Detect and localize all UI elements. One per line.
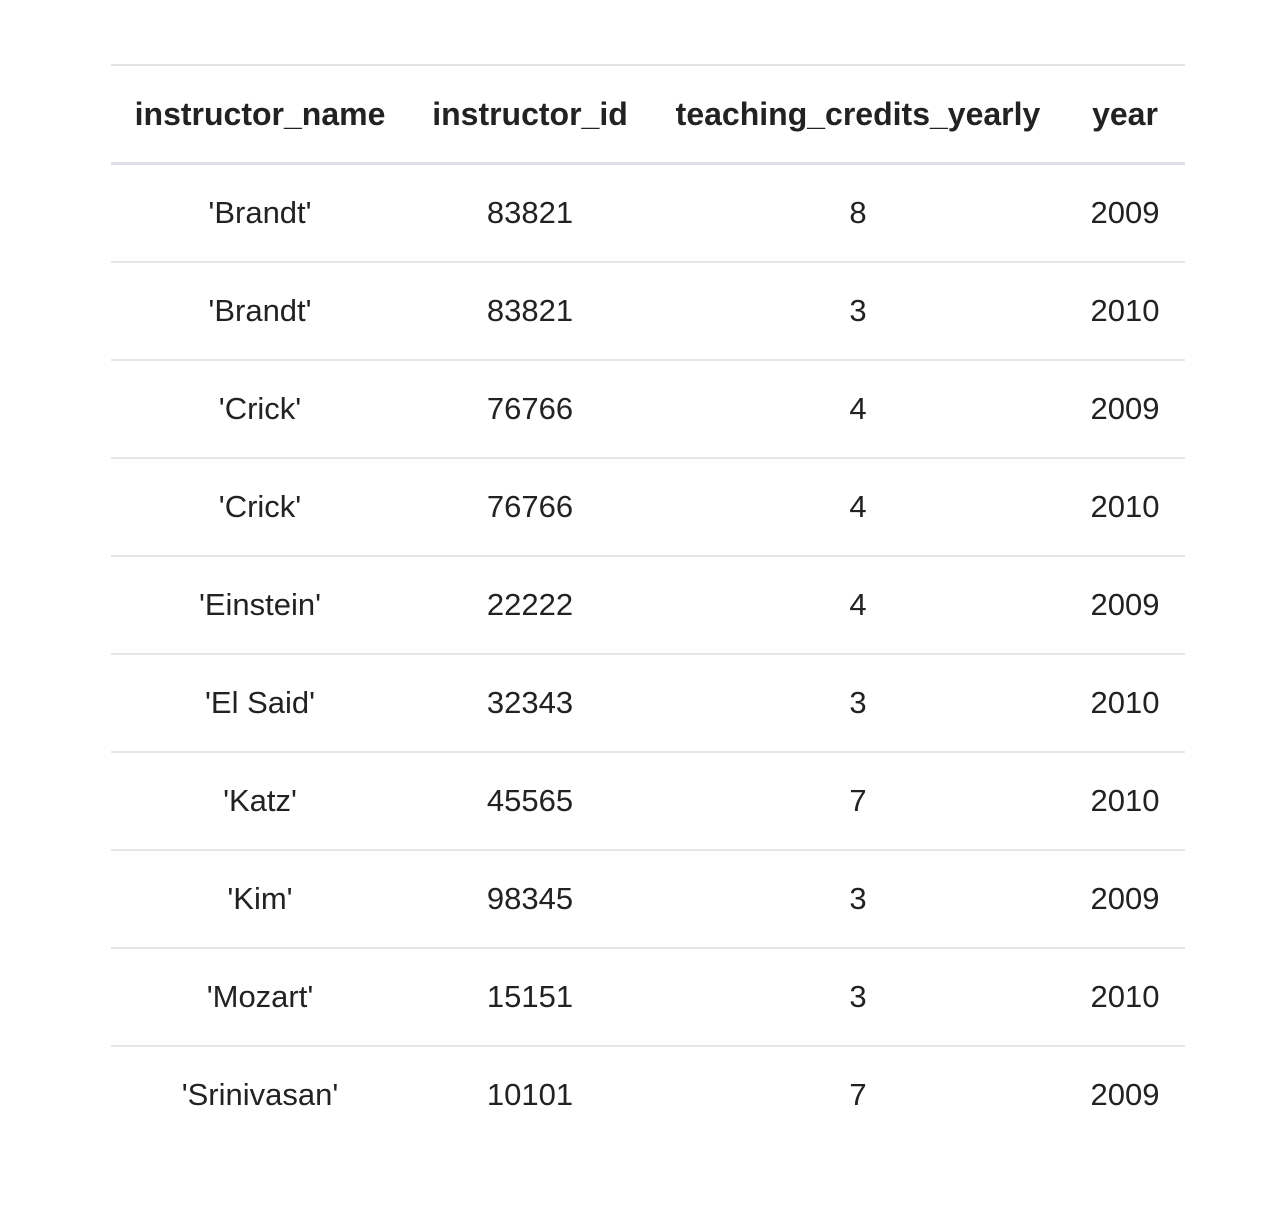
cell-teaching-credits-yearly: 4 xyxy=(849,587,867,622)
table-row: 'Kim' 98345 3 2009 xyxy=(111,850,1185,948)
cell-instructor-name: 'Brandt' xyxy=(208,195,312,230)
cell-instructor-id: 32343 xyxy=(486,685,574,720)
cell-instructor-id: 76766 xyxy=(486,391,574,426)
cell-teaching-credits-yearly: 3 xyxy=(849,979,867,1014)
cell-year: 2009 xyxy=(1090,391,1160,426)
table-row: 'Srinivasan' 10101 7 2009 xyxy=(111,1046,1185,1143)
cell-instructor-id: 76766 xyxy=(486,489,574,524)
cell-instructor-name: 'Crick' xyxy=(218,391,302,426)
cell-instructor-id: 10101 xyxy=(486,1077,574,1112)
table-row: 'Brandt' 83821 3 2010 xyxy=(111,262,1185,360)
cell-instructor-id: 83821 xyxy=(486,293,574,328)
cell-instructor-id: 45565 xyxy=(486,783,574,818)
cell-year: 2010 xyxy=(1090,979,1160,1014)
cell-instructor-name: 'Einstein' xyxy=(198,587,322,622)
cell-teaching-credits-yearly: 3 xyxy=(849,881,867,916)
column-header-instructor-id: instructor_id xyxy=(432,95,628,132)
cell-teaching-credits-yearly: 8 xyxy=(849,195,867,230)
results-table: instructor_name instructor_id teaching_c… xyxy=(111,64,1185,1143)
column-header-instructor-name: instructor_name xyxy=(134,95,386,132)
cell-instructor-name: 'Katz' xyxy=(223,783,297,818)
table-body: 'Brandt' 83821 8 2009 'Brandt' 83821 3 2… xyxy=(111,164,1185,1144)
cell-instructor-name: 'Crick' xyxy=(218,489,302,524)
cell-teaching-credits-yearly: 7 xyxy=(849,1077,867,1112)
cell-year: 2010 xyxy=(1090,489,1160,524)
cell-instructor-name: 'Brandt' xyxy=(208,293,312,328)
table-row: 'Brandt' 83821 8 2009 xyxy=(111,164,1185,262)
cell-year: 2010 xyxy=(1090,783,1160,818)
table-row: 'Crick' 76766 4 2009 xyxy=(111,360,1185,458)
cell-teaching-credits-yearly: 3 xyxy=(849,685,867,720)
cell-instructor-id: 98345 xyxy=(486,881,574,916)
cell-year: 2010 xyxy=(1090,685,1160,720)
cell-instructor-name: 'Srinivasan' xyxy=(181,1077,339,1112)
cell-year: 2009 xyxy=(1090,587,1160,622)
column-header-teaching-credits-yearly: teaching_credits_yearly xyxy=(675,95,1041,132)
table-row: 'El Said' 32343 3 2010 xyxy=(111,654,1185,752)
cell-year: 2009 xyxy=(1090,1077,1160,1112)
column-header-year: year xyxy=(1092,95,1158,132)
cell-year: 2010 xyxy=(1090,293,1160,328)
cell-year: 2009 xyxy=(1090,195,1160,230)
header-row: instructor_name instructor_id teaching_c… xyxy=(111,65,1185,164)
results-table-container: instructor_name instructor_id teaching_c… xyxy=(111,64,1185,1143)
cell-instructor-name: 'El Said' xyxy=(204,685,316,720)
table-row: 'Crick' 76766 4 2010 xyxy=(111,458,1185,556)
cell-instructor-id: 83821 xyxy=(486,195,574,230)
cell-instructor-id: 22222 xyxy=(486,587,574,622)
cell-instructor-name: 'Mozart' xyxy=(206,979,314,1014)
table-row: 'Einstein' 22222 4 2009 xyxy=(111,556,1185,654)
cell-teaching-credits-yearly: 7 xyxy=(849,783,867,818)
cell-teaching-credits-yearly: 4 xyxy=(849,489,867,524)
table-row: 'Mozart' 15151 3 2010 xyxy=(111,948,1185,1046)
cell-year: 2009 xyxy=(1090,881,1160,916)
cell-teaching-credits-yearly: 4 xyxy=(849,391,867,426)
table-header: instructor_name instructor_id teaching_c… xyxy=(111,65,1185,164)
cell-teaching-credits-yearly: 3 xyxy=(849,293,867,328)
cell-instructor-id: 15151 xyxy=(486,979,574,1014)
table-row: 'Katz' 45565 7 2010 xyxy=(111,752,1185,850)
cell-instructor-name: 'Kim' xyxy=(227,881,293,916)
